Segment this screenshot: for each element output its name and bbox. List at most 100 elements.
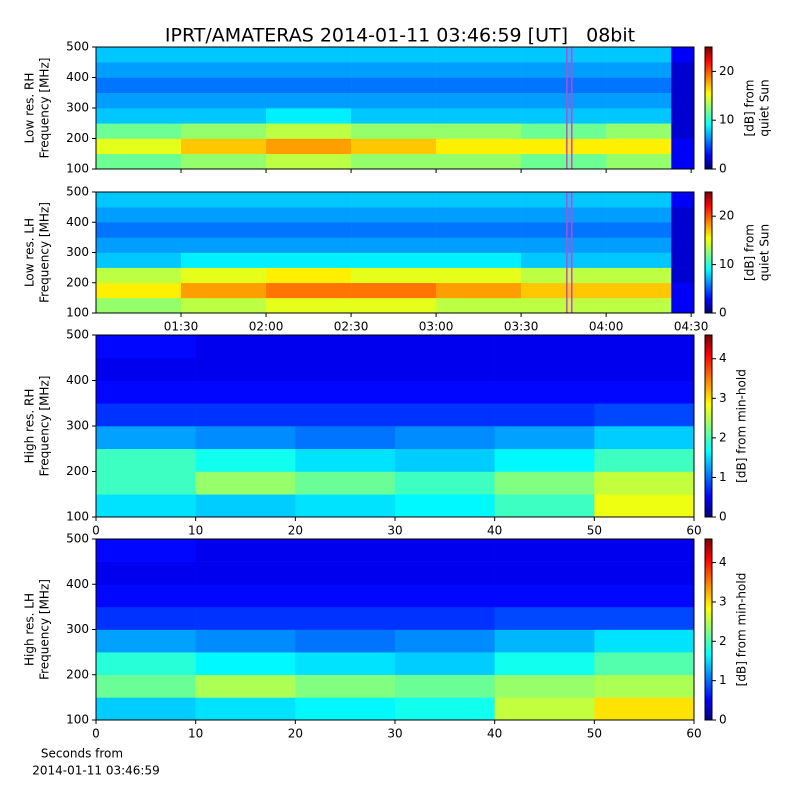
heatmap-cell	[266, 192, 352, 208]
heatmap-cell	[195, 539, 296, 562]
heatmap-cell	[494, 697, 595, 721]
x-tick-label: 50	[587, 727, 602, 741]
heatmap-cell	[671, 123, 695, 139]
heatmap-cell	[606, 237, 672, 253]
heatmap-cell	[606, 153, 672, 170]
heatmap-cell	[671, 297, 695, 314]
heatmap-cell	[181, 192, 267, 208]
heatmap-cell	[195, 426, 296, 450]
heatmap-cell	[266, 297, 352, 314]
y-axis-label: Low res. RH	[23, 73, 37, 144]
heatmap-cell	[181, 123, 267, 139]
y-tick-label: 300	[66, 622, 89, 636]
heatmap-cell	[96, 77, 182, 94]
heatmap-cell	[96, 153, 182, 170]
heatmap-cell	[195, 471, 296, 495]
heatmap-cell	[395, 448, 495, 472]
y-tick-label: 200	[66, 131, 89, 145]
heatmap-cell	[96, 267, 182, 284]
heatmap-cell	[96, 123, 182, 139]
x-tick-label: 60	[686, 524, 701, 538]
colorbar-tick-label: 2	[719, 430, 727, 444]
heatmap-cell	[181, 153, 267, 170]
heatmap-cell	[266, 237, 352, 253]
heatmap-cell	[351, 62, 437, 78]
heatmap-cell	[594, 494, 695, 518]
heatmap-cell	[295, 426, 396, 450]
heatmap-cell	[295, 380, 396, 404]
heatmap-cell	[606, 77, 672, 94]
heatmap-cell	[181, 138, 267, 155]
heatmap-cell	[395, 697, 495, 721]
heatmap-cell	[436, 77, 522, 94]
heatmap-cell	[395, 403, 495, 427]
heatmap-cell	[195, 674, 296, 698]
heatmap-cell	[295, 357, 396, 381]
chart-title: IPRT/AMATERAS 2014-01-11 03:46:59 [UT] 0…	[165, 25, 635, 47]
heatmap-cell	[521, 153, 607, 170]
heatmap-cell	[395, 539, 495, 562]
heatmap-cell	[436, 237, 522, 253]
heatmap-cell	[295, 494, 396, 518]
colorbar	[704, 538, 713, 721]
heatmap-cell	[594, 357, 695, 381]
y-axis-label: Frequency [MHz]	[38, 58, 52, 159]
y-tick-label: 100	[66, 713, 89, 727]
heatmap-cell	[96, 237, 182, 253]
heatmap-cell	[521, 47, 607, 63]
heatmap-cell	[494, 448, 595, 472]
heatmap-cell	[181, 92, 267, 109]
colorbar-tick-label: 3	[719, 391, 727, 405]
heatmap-cell	[351, 237, 437, 253]
heatmap-cell	[295, 584, 396, 608]
heatmap-cell	[436, 108, 522, 124]
heatmap-cell	[96, 192, 182, 208]
heatmap-cell	[181, 47, 267, 63]
heatmap-cell	[436, 153, 522, 170]
heatmap-cell	[671, 108, 695, 124]
y-tick-label: 300	[66, 419, 89, 433]
colorbar-tick-label: 3	[719, 594, 727, 608]
heatmap-cell	[351, 267, 437, 284]
heatmap-cell	[96, 426, 196, 450]
heatmap-cell	[96, 62, 182, 78]
colorbar-tick-label: 4	[719, 351, 727, 365]
x-tick-label: 10	[188, 727, 203, 741]
heatmap-cell	[96, 282, 182, 299]
colorbar-label: [dB] from	[743, 224, 757, 281]
x-axis-label: Seconds from	[41, 747, 123, 761]
heatmap-cell	[606, 267, 672, 284]
heatmap-cell	[96, 652, 196, 676]
y-axis-label: Frequency [MHz]	[38, 579, 52, 680]
colorbar-tick-label: 4	[719, 555, 727, 569]
y-tick-label: 500	[66, 532, 89, 546]
heatmap-cell	[671, 252, 695, 268]
heatmap-cell	[266, 108, 352, 124]
x-tick-label: 01:30	[164, 320, 199, 334]
heatmap-cell	[436, 62, 522, 78]
heatmap-cell	[494, 561, 595, 585]
heatmap-cell	[96, 92, 182, 109]
colorbar-tick-label: 10	[719, 257, 734, 271]
heatmap-cell	[594, 539, 695, 562]
heatmap-cell	[395, 561, 495, 585]
heatmap-cell	[96, 561, 196, 585]
heatmap-cell	[96, 539, 196, 562]
heatmap-cell	[181, 222, 267, 238]
heatmap-cell	[494, 674, 595, 698]
x-tick-label: 0	[92, 727, 100, 741]
heatmap-cell	[96, 335, 196, 359]
heatmap-cell	[436, 252, 522, 268]
heatmap-cell	[181, 252, 267, 268]
heatmap-cell	[351, 297, 437, 314]
y-tick-label: 400	[66, 215, 89, 229]
heatmap-cell	[351, 47, 437, 63]
heatmap-cell	[351, 108, 437, 124]
heatmap-cell	[594, 426, 695, 450]
heatmap-cell	[594, 606, 695, 630]
colorbar-tick-label: 2	[719, 634, 727, 648]
heatmap-cell	[266, 282, 352, 299]
heatmap-cell	[351, 252, 437, 268]
heatmap-cell	[494, 584, 595, 608]
